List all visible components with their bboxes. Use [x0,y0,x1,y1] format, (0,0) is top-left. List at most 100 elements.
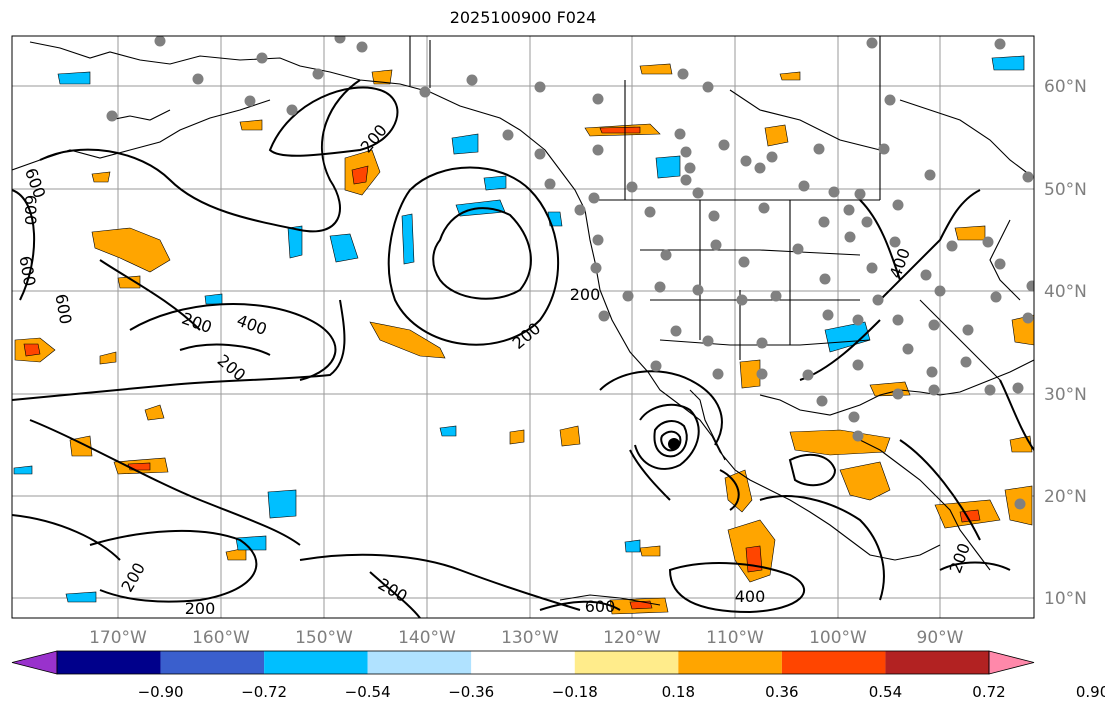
station-dot [866,37,878,49]
longitude-label: 150°W [295,628,353,648]
colorbar-tick-label: −0.54 [345,683,391,701]
station-dot [866,262,878,274]
station-dot [684,162,696,174]
station-dot [592,234,604,246]
station-dot [740,155,752,167]
colorbar-frame [56,650,990,675]
station-dot [256,52,268,64]
longitude-label: 100°W [809,628,867,648]
station-dot [861,216,873,228]
latitude-label: 50°N [1044,180,1087,200]
station-dot [644,206,656,218]
graticule [12,36,1034,618]
station-dot [994,258,1006,270]
station-dot [1014,498,1026,510]
station-dot [878,143,890,155]
station-dot [802,369,814,381]
station-dot [756,368,768,380]
station-dot [702,81,714,93]
station-dot [692,187,704,199]
station-dot [106,110,118,122]
longitude-label: 120°W [603,628,661,648]
station-dot [588,192,600,204]
colorbar-segment [160,651,265,674]
station-dot [822,309,834,321]
station-dot [286,104,298,116]
colorbar-tick-label: 0.90 [1076,683,1105,701]
station-dot [674,128,686,140]
station-dot [766,151,778,163]
station-dot [692,284,704,296]
station-dot [924,169,936,181]
station-dot [946,240,958,252]
station-dot [702,335,714,347]
latitude-label: 30°N [1044,385,1087,405]
station-dot [356,41,368,53]
colorbar-ticks: −0.90 −0.72 −0.54 −0.36 −0.18 0.18 0.36 0.54 0.7… [138,683,1105,701]
station-dot [920,269,932,281]
colorbar-tick-label: −0.90 [138,683,184,701]
station-dot [712,368,724,380]
station-dot [592,93,604,105]
colorbar-segment [367,651,472,674]
station-dot [926,366,938,378]
station-dot [848,411,860,423]
station-dot [934,285,946,297]
contour-label: 200 [185,599,216,618]
station-dot [813,143,825,155]
station-dot [1026,280,1034,292]
station-markers [106,36,1034,510]
station-dot [928,319,940,331]
colorbar-tick-label: 0.72 [972,683,1005,701]
colorbar-segment [678,651,782,674]
station-dot [736,294,748,306]
storm-center-marker [668,438,680,450]
station-dot [334,36,346,44]
station-dot [574,204,586,216]
longitude-label: 170°W [89,628,147,648]
latitude-label: 20°N [1044,487,1087,507]
station-dot [902,343,914,355]
colorbar-tick-label: 0.54 [869,683,902,701]
station-dot [892,388,904,400]
station-dot [960,356,972,368]
station-dot [670,325,682,337]
longitude-label: 140°W [398,628,456,648]
station-dot [819,273,831,285]
station-dot [852,314,864,326]
latitude-label: 40°N [1044,282,1087,302]
colorbar-segment [57,651,161,674]
station-dot [466,74,478,86]
station-dot [244,95,256,107]
contour-label: 200 [570,285,601,304]
station-dot [852,359,864,371]
station-dot [984,384,996,396]
station-dot [843,204,855,216]
station-dot [654,281,666,293]
colorbar [11,650,1035,675]
station-dot [192,73,204,85]
station-dot [650,360,662,372]
colorbar-segment [574,651,679,674]
station-dot [994,38,1006,50]
colorbar-tick-label: −0.72 [241,683,287,701]
latitude-labels: 60°N 50°N 40°N 30°N 20°N 10°N [1044,77,1087,609]
station-dot [544,178,556,190]
station-dot [872,294,884,306]
longitude-label: 130°W [501,628,559,648]
contour-label: 600 [21,195,40,226]
station-dot [892,199,904,211]
station-dot [770,290,782,302]
station-dot [590,262,602,274]
contour-label: 600 [585,597,616,616]
station-dot [710,239,722,251]
colorbar-tick-label: −0.36 [448,683,494,701]
station-dot [626,181,638,193]
chart-title: 2025100900 F024 [449,8,597,27]
colorbar-segment [264,651,368,674]
station-dot [502,129,514,141]
station-dot [738,256,750,268]
station-dot [718,139,730,151]
colorbar-segment [471,651,575,674]
station-dot [928,384,940,396]
